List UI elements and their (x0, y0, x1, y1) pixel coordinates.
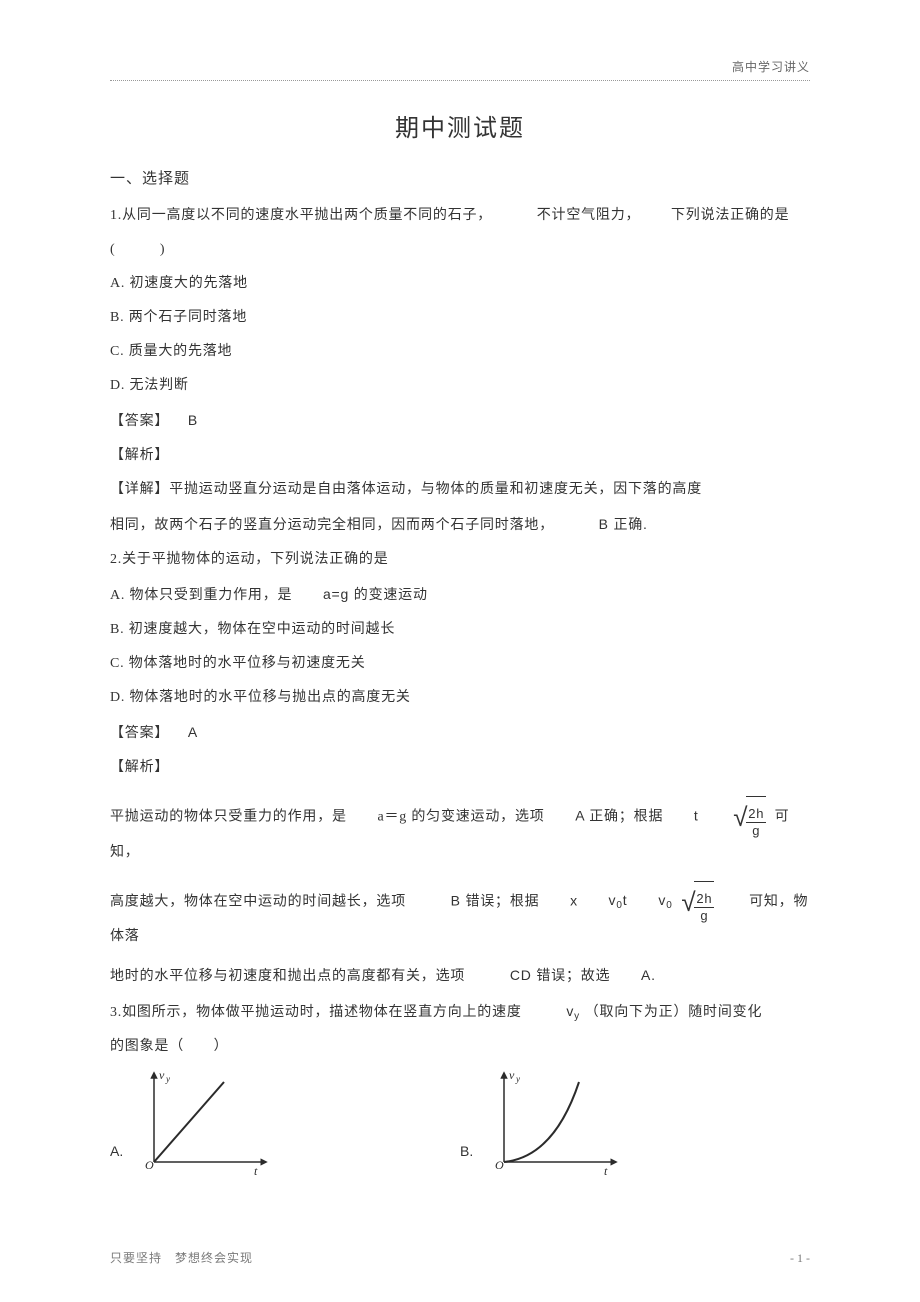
q2-expl-1: 平抛运动的物体只受重力的作用，是 a＝g 的匀变速运动，选项 A 正确；根据 t… (110, 796, 810, 867)
y-axis-label: v (159, 1068, 165, 1082)
q3-vy: vy (566, 1003, 584, 1019)
q2-expl-3: 地时的水平位移与初速度和抛出点的高度都有关，选项 CD 错误；故选 A. (110, 961, 810, 991)
q2-answer-value: A (188, 724, 198, 740)
q1-stem: 1.从同一高度以不同的速度水平抛出两个质量不同的石子， 不计空气阻力， 下列说法… (110, 202, 810, 230)
q2-opt-d: D. 物体落地时的水平位移与抛出点的高度无关 (110, 684, 810, 712)
y-axis-sub: y (515, 1074, 520, 1084)
sqrt-2h-over-g-icon: √ 2h g (733, 796, 766, 839)
q2-expl2-before: 高度越大，物体在空中运动的时间越长，选项 (110, 894, 406, 909)
q2-expl2-v0: v0 (658, 892, 677, 908)
q2-a-after: a=g 的变速运动 (323, 586, 428, 602)
q2-expl2-x: x (570, 892, 578, 908)
y-axis-sub: y (165, 1074, 170, 1084)
x-axis-label: t (254, 1164, 258, 1177)
q2-expl2-b: B 错误；根据 (451, 892, 540, 908)
q1-jiexi: 【解析】 (110, 442, 810, 470)
q2-expl2-v0t: v0t (609, 892, 633, 908)
q2-answer: 【答案】 A (110, 718, 810, 748)
q1-stem-before: 1.从同一高度以不同的速度水平抛出两个质量不同的石子， (110, 208, 492, 223)
sqrt-2h-over-g-icon: √ 2h g (681, 881, 714, 924)
q1-paren: ( ) (110, 236, 810, 264)
q3-stem-before: 3.如图所示，物体做平抛运动时，描述物体在竖直方向上的速度 (110, 1005, 522, 1020)
q2-stem: 2.关于平抛物体的运动，下列说法正确的是 (110, 546, 810, 574)
q3-option-a: A. O v y t (110, 1067, 460, 1177)
frac-den: g (750, 823, 762, 838)
header-divider (110, 80, 810, 81)
q2-expl1-mid: a＝g 的匀变速运动，选项 (377, 810, 544, 825)
q1-detail-2b: B 正确. (599, 516, 648, 532)
q2-expl1-after: A 正确；根据 (575, 808, 663, 824)
q1-opt-d: D. 无法判断 (110, 372, 810, 400)
q1-opt-a: A. 初速度大的先落地 (110, 270, 810, 298)
frac-den: g (698, 908, 710, 923)
origin-label: O (495, 1158, 504, 1172)
y-axis-label: v (509, 1068, 515, 1082)
q3-option-b: B. O v y t (460, 1067, 810, 1177)
section-heading: 一、选择题 (110, 167, 810, 188)
q1-detail-2a: 相同，故两个石子的竖直分运动完全相同，因而两个石子同时落地， (110, 518, 554, 533)
footer-left: 只要坚持 梦想终会实现 (110, 1249, 253, 1266)
q1-detail-1: 【详解】平抛运动竖直分运动是自由落体运动，与物体的质量和初速度无关，因下落的高度 (110, 476, 810, 504)
q1-opt-b: B. 两个石子同时落地 (110, 304, 810, 332)
q3-stem-1: 3.如图所示，物体做平抛运动时，描述物体在竖直方向上的速度 vy （取向下为正）… (110, 997, 810, 1027)
q2-opt-a: A. 物体只受到重力作用，是 a=g 的变速运动 (110, 580, 810, 610)
q2-expl3-a: A. (641, 967, 656, 983)
v-t: t (623, 892, 628, 908)
q1-answer-value: B (188, 412, 198, 428)
q2-expl3-cd: CD 错误；故选 (510, 967, 611, 983)
q2-expl-2: 高度越大，物体在空中运动的时间越长，选项 B 错误；根据 x v0t v0 √ … (110, 881, 810, 952)
q2-opt-c: C. 物体落地时的水平位移与初速度无关 (110, 650, 810, 678)
vy-v: v (566, 1003, 574, 1019)
q1-answer: 【答案】 B (110, 406, 810, 436)
q1-stem-after: 下列说法正确的是 (671, 208, 789, 223)
v-sub: 0 (666, 900, 672, 911)
frac-num: 2h (746, 807, 766, 823)
answer-label: 【答案】 (110, 726, 169, 741)
q2-opt-b: B. 初速度越大，物体在空中运动的时间越长 (110, 616, 810, 644)
q3-label-a: A. (110, 1143, 123, 1159)
q2-expl1-t: t (694, 808, 699, 824)
q1-opt-c: C. 质量大的先落地 (110, 338, 810, 366)
x-axis-label: t (604, 1164, 608, 1177)
answer-label: 【答案】 (110, 414, 169, 429)
q2-expl1-before: 平抛运动的物体只受重力的作用，是 (110, 810, 347, 825)
footer-page-number: - 1 - (790, 1251, 810, 1266)
q3-options-row: A. O v y t B. (110, 1067, 810, 1177)
graph-b-curve-icon: O v y t (479, 1067, 629, 1177)
q3-label-b: B. (460, 1143, 473, 1159)
page-title: 期中测试题 (110, 108, 810, 143)
q2-jiexi: 【解析】 (110, 754, 810, 782)
header-small-title: 高中学习讲义 (732, 58, 810, 75)
vy-sub: y (574, 1011, 580, 1022)
origin-label: O (145, 1158, 154, 1172)
q1-stem-mid: 不计空气阻力， (537, 208, 641, 223)
q3-stem-2: 的图象是（ ） (110, 1033, 810, 1061)
q3-stem-after: （取向下为正）随时间变化 (585, 1005, 763, 1020)
q1-detail-2: 相同，故两个石子的竖直分运动完全相同，因而两个石子同时落地， B 正确. (110, 510, 810, 540)
graph-a-linear-icon: O v y t (129, 1067, 279, 1177)
document-page: 高中学习讲义 期中测试题 一、选择题 1.从同一高度以不同的速度水平抛出两个质量… (0, 0, 920, 1302)
q2-expl3-before: 地时的水平位移与初速度和抛出点的高度都有关，选项 (110, 969, 465, 984)
frac-num: 2h (694, 892, 714, 908)
q2-a-before: A. 物体只受到重力作用，是 (110, 588, 292, 603)
